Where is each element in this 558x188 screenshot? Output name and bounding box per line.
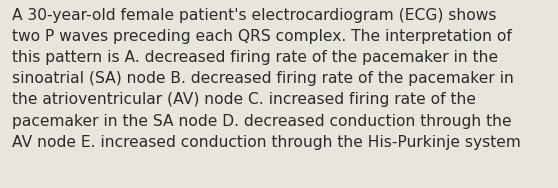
Text: A 30-year-old female patient's electrocardiogram (ECG) shows
two P waves precedi: A 30-year-old female patient's electroca…	[12, 8, 521, 150]
